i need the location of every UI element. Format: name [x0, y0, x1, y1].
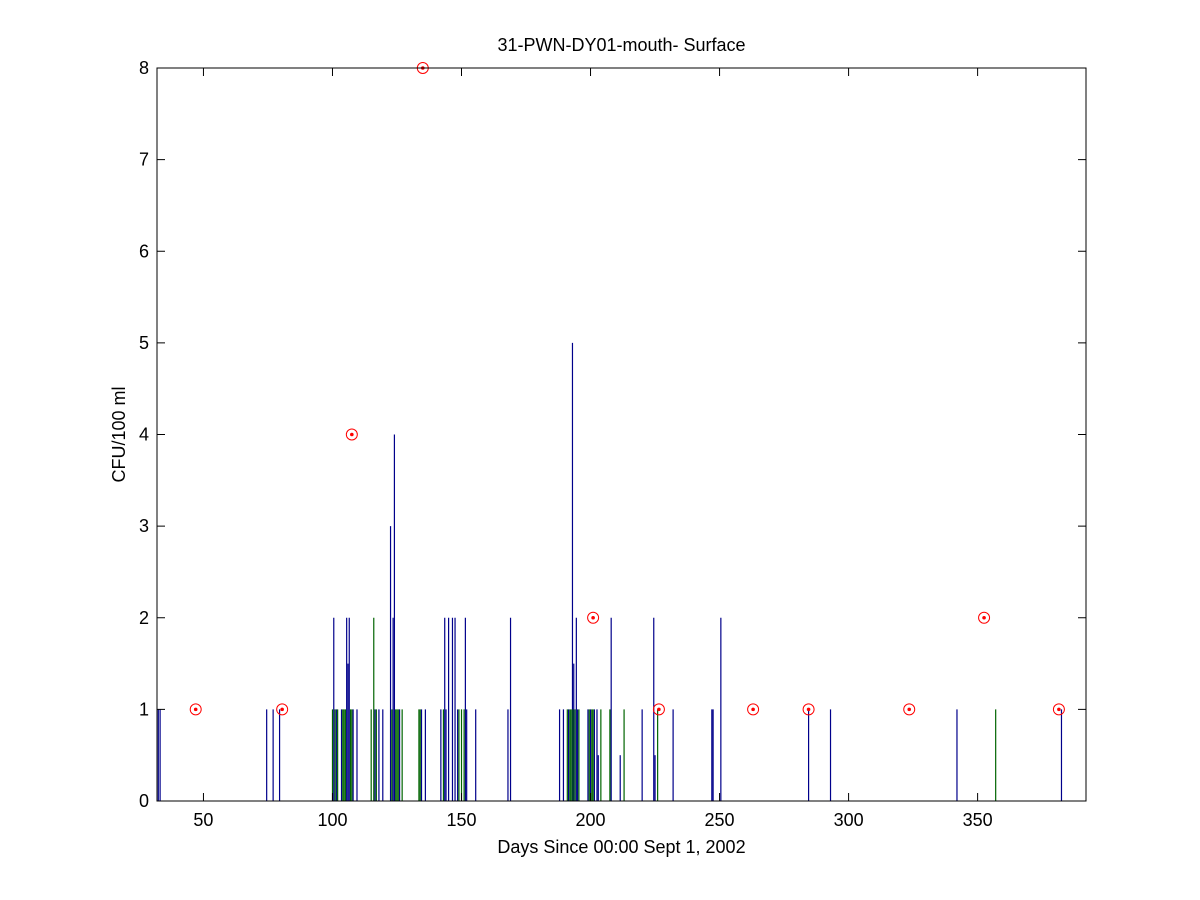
marker-point-1 [276, 703, 289, 716]
marker-point-0 [189, 703, 202, 716]
x-tick-label: 300 [834, 810, 864, 830]
marker-point-8 [903, 703, 916, 716]
marker-dot [350, 432, 354, 437]
marker-point-2 [345, 428, 358, 441]
y-tick-label: 6 [139, 241, 149, 261]
marker-dot [591, 615, 595, 620]
marker-point-9 [978, 611, 991, 624]
marker-ring [276, 703, 289, 716]
y-tick-label: 0 [139, 791, 149, 811]
x-tick-label: 200 [576, 810, 606, 830]
marker-ring [802, 703, 815, 716]
marker-dot [193, 707, 198, 712]
marker-dot [657, 707, 661, 712]
y-tick-label: 7 [139, 150, 149, 170]
marker-ring [345, 428, 358, 441]
x-tick-label: 350 [963, 810, 993, 830]
x-axis-label: Days Since 00:00 Sept 1, 2002 [497, 837, 745, 857]
marker-ring [652, 703, 665, 716]
marker-point-10 [1052, 703, 1065, 716]
y-tick-label: 2 [139, 608, 149, 628]
y-axis-label: CFU/100 ml [109, 386, 129, 482]
marker-dot [1057, 707, 1061, 712]
y-tick-label: 1 [139, 699, 149, 719]
marker-dot [907, 707, 912, 712]
x-tick-label: 150 [446, 810, 476, 830]
marker-ring [978, 611, 991, 624]
marker-point-4 [587, 611, 600, 624]
x-tick-label: 250 [705, 810, 735, 830]
plot-area [157, 62, 1065, 801]
marker-ring [747, 703, 760, 716]
marker-dot [806, 707, 811, 712]
marker-ring [189, 703, 202, 716]
y-tick-label: 8 [139, 58, 149, 78]
marker-dot [751, 707, 755, 712]
ticks: 50 100 150 200 250 300 350 0 1 2 3 4 5 6 7 8 [139, 58, 1086, 830]
x-tick-label: 50 [193, 810, 213, 830]
marker-point-6 [747, 703, 760, 716]
marker-point-7 [802, 703, 815, 716]
y-tick-label: 5 [139, 333, 149, 353]
chart-title: 31-PWN-DY01-mouth- Surface [497, 35, 745, 55]
y-tick-label: 4 [139, 425, 149, 445]
marker-ring [903, 703, 916, 716]
marker-dot [982, 615, 986, 620]
x-tick-label: 100 [317, 810, 347, 830]
marker-point-5 [652, 703, 665, 716]
y-tick-label: 3 [139, 516, 149, 536]
marker-dot [280, 707, 284, 712]
marker-ring [587, 611, 600, 624]
marker-ring [1052, 703, 1065, 716]
